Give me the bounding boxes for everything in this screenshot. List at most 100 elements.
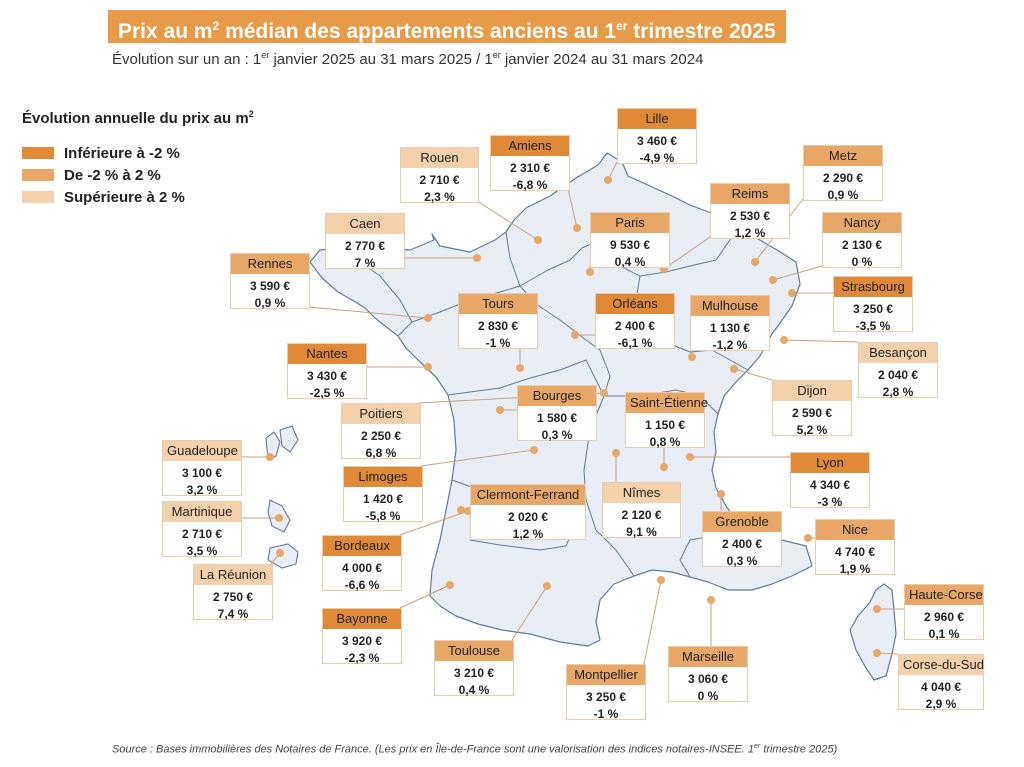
- city-label-paris: Paris 9 530 €0,4 %: [590, 212, 670, 268]
- city-dot-lille: [604, 176, 612, 184]
- city-change: 7 %: [326, 255, 404, 272]
- city-change: -1 %: [459, 335, 537, 352]
- city-label-strasbourg: Strasbourg 3 250 € -3,5 %: [833, 276, 913, 332]
- guadeloupe-shape: [280, 426, 298, 452]
- city-change: 6,8 %: [342, 445, 420, 462]
- city-price: 3 100 €: [163, 465, 241, 482]
- city-label-toulouse: Toulouse 3 210 € 0,4 %: [434, 640, 514, 696]
- city-price: 3 250 €: [567, 689, 645, 706]
- city-price: 9 530 €: [591, 237, 669, 254]
- city-name: Bourges: [518, 386, 596, 406]
- city-label-amiens: Amiens 2 310 € -6,8 %: [490, 135, 570, 191]
- city-change: 9,1 %: [603, 524, 680, 541]
- city-price: 2 400 €: [703, 536, 781, 553]
- city-name: Lyon: [791, 453, 869, 473]
- city-name: Montpellier: [567, 665, 645, 685]
- city-name: Besançon: [859, 343, 937, 363]
- city-label-rennes: Rennes 3 590 €0,9 %: [230, 253, 310, 309]
- city-dot-corse-du-sud: [873, 649, 881, 657]
- city-price: 2 770 €: [326, 238, 404, 255]
- city-label-haute-corse: Haute-Corse 2 960 € 0,1 %: [904, 584, 984, 640]
- city-dot-rennes: [424, 314, 432, 322]
- city-change: 0 %: [669, 688, 747, 705]
- city-label-caen: Caen 2 770 € 7 %: [325, 213, 405, 269]
- city-change: 1,2 %: [471, 526, 585, 543]
- city-change: 2,9 %: [899, 696, 983, 713]
- city-change: -6,1 %: [596, 335, 674, 352]
- city-label-nice: Nice 4 740 €1,9 %: [815, 519, 895, 575]
- city-dot-nancy: [769, 276, 777, 284]
- city-price: 2 020 €: [471, 509, 585, 526]
- city-name: Marseille: [669, 647, 747, 667]
- city-dot-mulhouse: [688, 353, 696, 361]
- city-name: Corse-du-Sud: [899, 655, 983, 675]
- city-dot-grenoble: [717, 490, 725, 498]
- city-name: Martinique: [163, 502, 241, 522]
- city-price: 4 740 €: [816, 544, 894, 561]
- source-note: Source : Bases immobilières des Notaires…: [112, 743, 837, 756]
- city-name: Rouen: [401, 148, 478, 168]
- city-dot-bayonne: [446, 581, 454, 589]
- city-change: -1 %: [567, 706, 645, 723]
- city-dot-dijon: [730, 365, 738, 373]
- city-change: 1,9 %: [816, 561, 894, 578]
- city-change: 0,9 %: [231, 295, 309, 312]
- city-name: Mulhouse: [691, 296, 769, 316]
- city-price: 2 310 €: [491, 160, 569, 177]
- city-dot-toulouse: [543, 582, 551, 590]
- city-label-la-reunion: La Réunion 2 750 €7,4 %: [193, 564, 273, 620]
- city-change: 0,1 %: [905, 626, 983, 643]
- city-change: -2,3 %: [323, 650, 401, 667]
- city-price: 2 750 €: [194, 589, 272, 606]
- city-change: 7,4 %: [194, 606, 272, 623]
- city-dot-saint-etienne: [660, 463, 668, 471]
- city-change: -3,5 %: [834, 318, 912, 335]
- city-change: 0,3 %: [518, 427, 596, 444]
- city-name: Metz: [804, 146, 882, 166]
- city-dot-poitiers: [600, 389, 608, 397]
- corsica-outline: [850, 584, 896, 680]
- city-dot-limoges: [530, 446, 538, 454]
- city-dot-amiens: [573, 224, 581, 232]
- city-price: 3 430 €: [288, 368, 366, 385]
- city-label-bayonne: Bayonne 3 920 € -2,3 %: [322, 608, 402, 664]
- city-name: Nantes: [288, 344, 366, 364]
- city-label-guadeloupe: Guadeloupe 3 100 €3,2 %: [162, 440, 242, 496]
- city-price: 2 590 €: [773, 405, 851, 422]
- city-name: Dijon: [773, 381, 851, 401]
- city-label-bourges: Bourges 1 580 €0,3 %: [517, 385, 597, 441]
- leader-line-montpellier: [644, 580, 661, 664]
- city-change: 0 %: [823, 254, 901, 271]
- city-name: Bayonne: [323, 609, 401, 629]
- city-price: 3 590 €: [231, 278, 309, 295]
- city-price: 4 040 €: [899, 679, 983, 696]
- city-price: 3 060 €: [669, 671, 747, 688]
- city-name: Rennes: [231, 254, 309, 274]
- city-name: Nice: [816, 520, 894, 540]
- city-dot-martinique: [275, 514, 283, 522]
- city-label-montpellier: Montpellier 3 250 € -1 %: [566, 664, 646, 720]
- city-dot-marseille: [707, 596, 715, 604]
- city-change: 0,4 %: [435, 682, 513, 699]
- city-label-corse-du-sud: Corse-du-Sud 4 040 € 2,9 %: [898, 654, 984, 710]
- city-change: -4,9 %: [618, 150, 696, 167]
- city-name: Reims: [711, 184, 789, 204]
- city-change: -2,5 %: [288, 385, 366, 402]
- city-label-saint-etienne: Saint-Étienne 1 150 €0,8 %: [625, 392, 705, 448]
- city-name: Nîmes: [603, 483, 680, 503]
- city-dot-caen: [473, 254, 481, 262]
- city-dot-montpellier: [657, 576, 665, 584]
- city-label-rouen: Rouen 2 710 € 2,3 %: [400, 147, 479, 203]
- city-change: 3,2 %: [163, 482, 241, 499]
- city-price: 2 040 €: [859, 367, 937, 384]
- city-label-marseille: Marseille 3 060 € 0 %: [668, 646, 748, 702]
- city-name: Poitiers: [342, 404, 420, 424]
- city-dot-rouen: [534, 236, 542, 244]
- city-name: Tours: [459, 294, 537, 314]
- city-change: 0,9 %: [804, 187, 882, 204]
- city-label-besancon: Besançon 2 040 € 2,8 %: [858, 342, 938, 398]
- source-text: Source : Bases immobilières des Notaires…: [112, 744, 754, 756]
- city-change: 0,3 %: [703, 553, 781, 570]
- city-dot-la-reunion: [276, 549, 284, 557]
- city-price: 2 130 €: [823, 237, 901, 254]
